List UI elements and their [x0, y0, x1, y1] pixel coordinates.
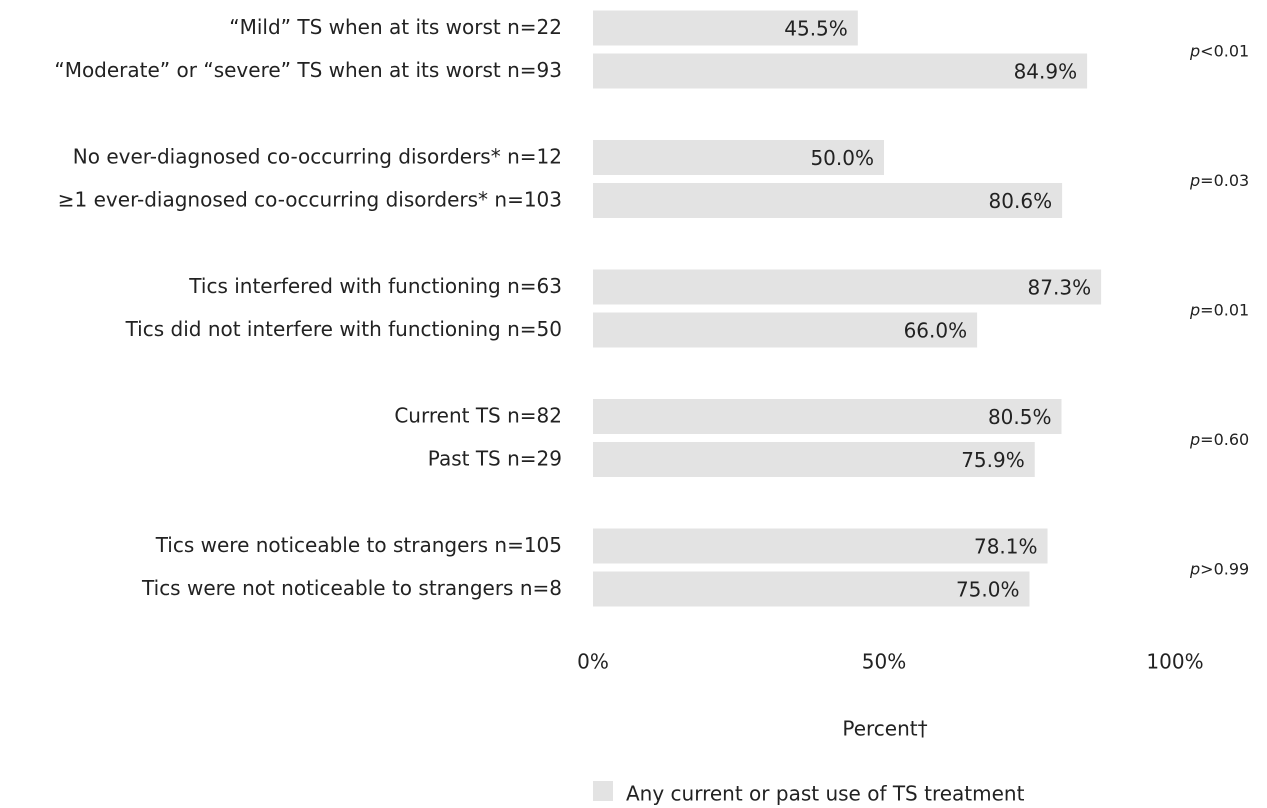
data-label: 87.3%	[1028, 276, 1092, 300]
p-value: p>0.99	[1189, 559, 1249, 578]
category-label: Tics did not interfere with functioning …	[125, 317, 562, 341]
p-value: p<0.01	[1189, 41, 1249, 60]
data-label: 75.9%	[961, 448, 1025, 472]
data-label: 84.9%	[1014, 60, 1078, 84]
bar	[593, 312, 978, 348]
data-label: 66.0%	[904, 319, 968, 343]
category-label: No ever-diagnosed co-occurring disorders…	[73, 144, 562, 168]
category-label: Tics were not noticeable to strangers n=…	[141, 576, 562, 600]
category-label: “Moderate” or “severe” TS when at its wo…	[54, 58, 562, 82]
data-label: 50.0%	[810, 146, 874, 170]
bar	[593, 571, 1030, 607]
p-value: p=0.03	[1189, 171, 1249, 190]
x-tick-label: 0%	[577, 650, 609, 674]
x-tick-label: 50%	[862, 650, 906, 674]
category-label: “Mild” TS when at its worst n=22	[229, 15, 562, 39]
bar	[593, 528, 1048, 564]
bar	[593, 140, 884, 175]
bar	[593, 269, 1102, 305]
p-value: p=0.60	[1189, 430, 1249, 449]
category-label: Tics were noticeable to strangers n=105	[155, 533, 562, 557]
x-tick-label: 100%	[1146, 650, 1203, 674]
bar	[593, 53, 1088, 89]
legend-swatch	[593, 781, 613, 801]
category-label: Current TS n=82	[394, 403, 562, 427]
category-label: ≥1 ever-diagnosed co-occurring disorders…	[58, 187, 562, 211]
bar	[593, 10, 858, 46]
x-axis-label: Percent†	[842, 717, 927, 741]
category-label: Tics interfered with functioning n=63	[188, 274, 562, 298]
bar	[593, 183, 1063, 218]
p-value: p=0.01	[1189, 300, 1249, 319]
category-label: Past TS n=29	[428, 446, 562, 470]
legend-label: Any current or past use of TS treatment	[626, 782, 1025, 806]
data-label: 78.1%	[974, 535, 1038, 559]
data-label: 75.0%	[956, 578, 1020, 602]
data-label: 45.5%	[784, 17, 848, 41]
data-label: 80.6%	[989, 189, 1053, 213]
bar	[593, 399, 1062, 434]
data-label: 80.5%	[988, 405, 1052, 429]
bar	[593, 442, 1035, 477]
